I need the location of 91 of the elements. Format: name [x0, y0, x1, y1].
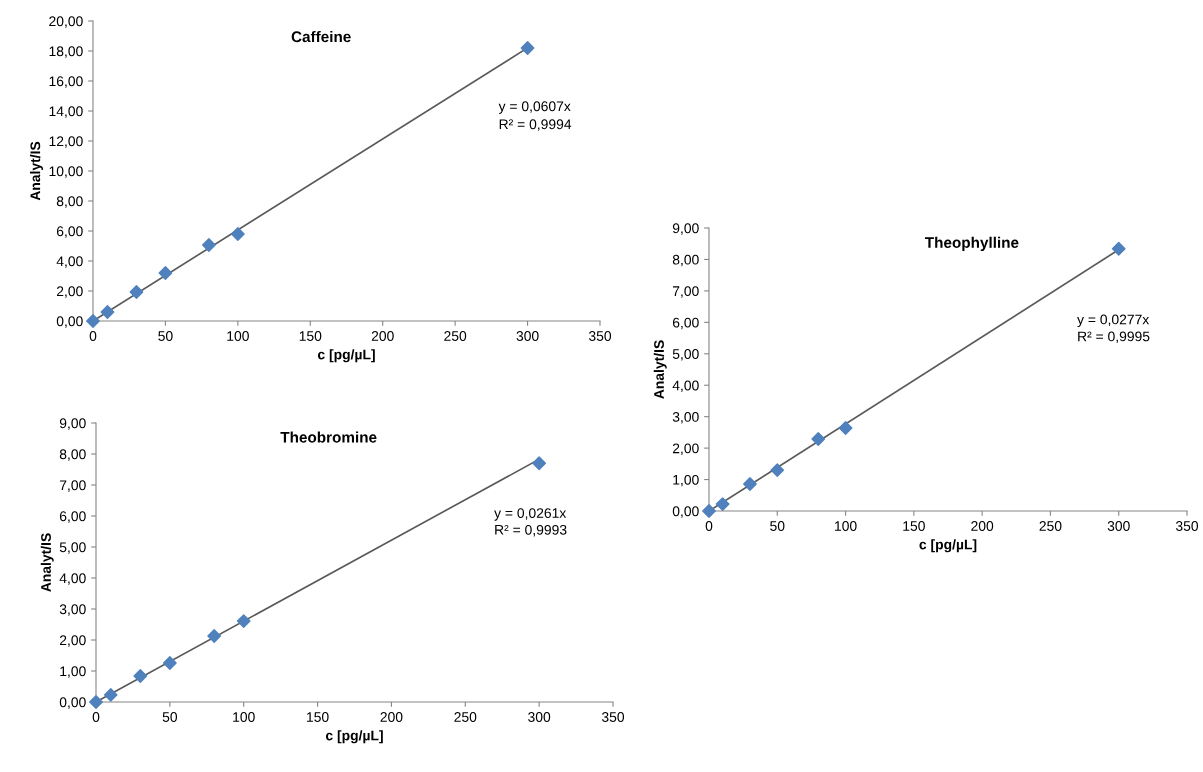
- y-tick-label: 7,00: [59, 480, 86, 492]
- x-tick-label: 250: [1039, 521, 1062, 531]
- y-tick-label: 5,00: [672, 349, 699, 361]
- x-tick-label: 350: [601, 712, 625, 722]
- x-tick-label: 250: [444, 331, 467, 341]
- point: [129, 285, 144, 299]
- y-tick-label: 0,00: [59, 697, 86, 709]
- point: [702, 504, 716, 518]
- y-tick-label: 16,00: [49, 76, 83, 88]
- x-tick-label: 50: [158, 331, 173, 341]
- point: [532, 456, 547, 471]
- y-axis-title: Analyt/IS: [40, 533, 54, 592]
- x-tick-label: 200: [371, 331, 394, 341]
- y-tick-label: 9,00: [672, 223, 699, 235]
- annotation: R² = 0,9993: [495, 524, 567, 537]
- chart-title: Theobromine: [280, 431, 377, 443]
- y-tick-label: 3,00: [672, 412, 699, 424]
- y-tick-label: 1,00: [673, 474, 699, 487]
- x-tick-label: 150: [903, 521, 925, 531]
- y-axis-title: Analyt/IS: [653, 340, 667, 399]
- y-tick-label: 5,00: [59, 542, 86, 554]
- y-tick-label: 6,00: [56, 226, 83, 238]
- point: [715, 497, 730, 511]
- x-tick-label: 300: [516, 331, 539, 341]
- x-tick-label: 300: [528, 712, 551, 722]
- text: Theophylline: [924, 236, 1019, 251]
- y-tick-label: 10,00: [49, 166, 83, 178]
- y-tick-label: 8,00: [59, 449, 86, 461]
- point: [201, 238, 216, 252]
- point: [100, 305, 115, 319]
- x-tick-label: 0: [89, 331, 97, 341]
- text: Caffeine: [291, 30, 351, 43]
- x-tick-label: 0: [92, 712, 100, 722]
- y-tick-label: 1,00: [60, 666, 86, 678]
- annotation: R² = 0,9994: [499, 119, 572, 131]
- y-tick-label: 4,00: [56, 256, 83, 268]
- x-tick-label: 150: [307, 712, 329, 722]
- x-axis-title: c [pg/µL]: [325, 730, 383, 744]
- x-tick-label: 350: [1175, 521, 1199, 531]
- x-tick-label: 150: [299, 331, 322, 341]
- point: [236, 614, 251, 628]
- y-tick-label: 8,00: [672, 254, 699, 267]
- x-axis-title: c [pg/µL]: [317, 349, 375, 363]
- annotation: R² = 0,9995: [1078, 331, 1150, 343]
- x-tick-label: 200: [380, 712, 403, 722]
- x-tick-label: 50: [162, 712, 178, 722]
- point: [1111, 241, 1126, 256]
- x-tick-label: 100: [233, 712, 255, 722]
- y-tick-label: 12,00: [49, 136, 83, 148]
- y-tick-label: 18,00: [49, 46, 83, 58]
- x-axis-title: c [pg/µL]: [919, 539, 977, 553]
- point: [162, 656, 177, 670]
- y-tick-label: 7,00: [672, 286, 699, 298]
- x-tick-label: 250: [454, 712, 477, 722]
- y-tick-label: 0,00: [56, 316, 83, 328]
- x-tick-label: 100: [227, 331, 249, 341]
- y-tick-label: 3,00: [59, 604, 86, 616]
- point: [133, 669, 148, 683]
- y-tick-label: 20,00: [49, 16, 83, 28]
- point: [770, 463, 785, 478]
- point: [743, 477, 757, 491]
- y-tick-label: 2,00: [672, 443, 699, 455]
- x-tick-label: 300: [1107, 521, 1130, 531]
- y-axis-title: Analyt/IS: [30, 141, 43, 201]
- annotation: y = 0,0277x: [1077, 314, 1150, 328]
- y-tick-label: 6,00: [59, 511, 86, 523]
- y-tick-label: 14,00: [49, 106, 83, 118]
- point: [230, 227, 245, 241]
- point: [207, 629, 222, 643]
- point: [520, 41, 535, 55]
- x-tick-label: 200: [971, 521, 994, 531]
- y-tick-label: 4,00: [59, 573, 86, 585]
- y-tick-label: 4,00: [672, 380, 699, 393]
- x-tick-label: 0: [705, 521, 713, 531]
- y-tick-label: 0,00: [672, 506, 699, 518]
- y-tick-label: 2,00: [59, 635, 86, 647]
- x-tick-label: 350: [588, 331, 612, 341]
- point: [158, 266, 173, 280]
- x-tick-label: 50: [770, 521, 785, 531]
- y-tick-label: 6,00: [672, 317, 699, 330]
- y-tick-label: 9,00: [59, 418, 86, 430]
- y-tick-label: 8,00: [56, 196, 83, 208]
- point: [103, 687, 118, 702]
- y-tick-label: 2,00: [56, 286, 83, 298]
- point: [86, 314, 100, 328]
- point: [811, 432, 826, 446]
- point: [89, 695, 103, 709]
- annotation: y = 0,0607x: [498, 101, 571, 114]
- point: [838, 421, 853, 435]
- x-tick-label: 100: [835, 521, 857, 531]
- annotation: y = 0,0261x: [494, 508, 567, 521]
